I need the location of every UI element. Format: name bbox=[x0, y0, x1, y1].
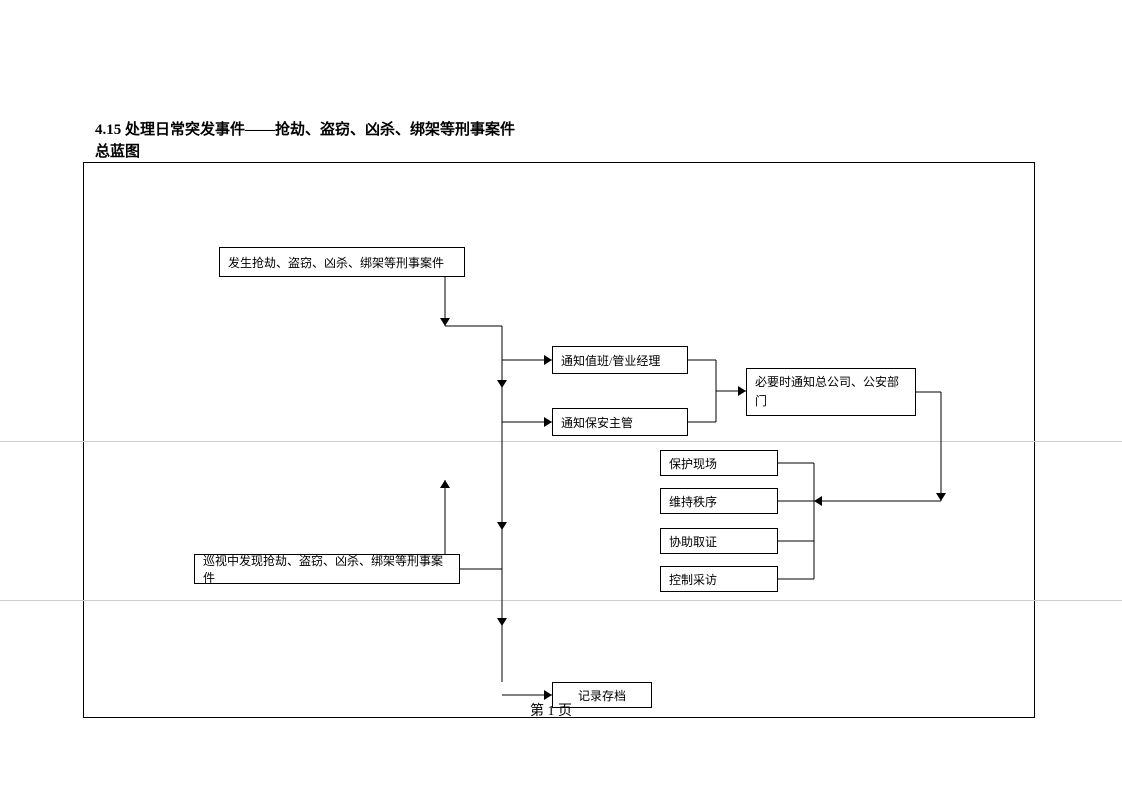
node-assist-evidence: 协助取证 bbox=[660, 528, 778, 554]
node-control-interview: 控制采访 bbox=[660, 566, 778, 592]
node-notify-duty-manager: 通知值班/管业经理 bbox=[552, 346, 688, 374]
node-discovered-on-patrol: 巡视中发现抢劫、盗窃、凶杀、绑架等刑事案件 bbox=[194, 554, 460, 584]
page-footer: 第 1 页 bbox=[530, 700, 572, 720]
node-incident-occurs: 发生抢劫、盗窃、凶杀、绑架等刑事案件 bbox=[219, 247, 465, 277]
node-notify-hq-police: 必要时通知总公司、公安部门 bbox=[746, 368, 916, 416]
node-protect-scene: 保护现场 bbox=[660, 450, 778, 476]
node-notify-security-supervisor: 通知保安主管 bbox=[552, 408, 688, 436]
diagram-canvas: 4.15 处理日常突发事件——抢劫、盗窃、凶杀、绑架等刑事案件 总蓝图 发生抢劫… bbox=[0, 0, 1122, 793]
edges-layer bbox=[0, 0, 1122, 793]
node-maintain-order: 维持秩序 bbox=[660, 488, 778, 514]
